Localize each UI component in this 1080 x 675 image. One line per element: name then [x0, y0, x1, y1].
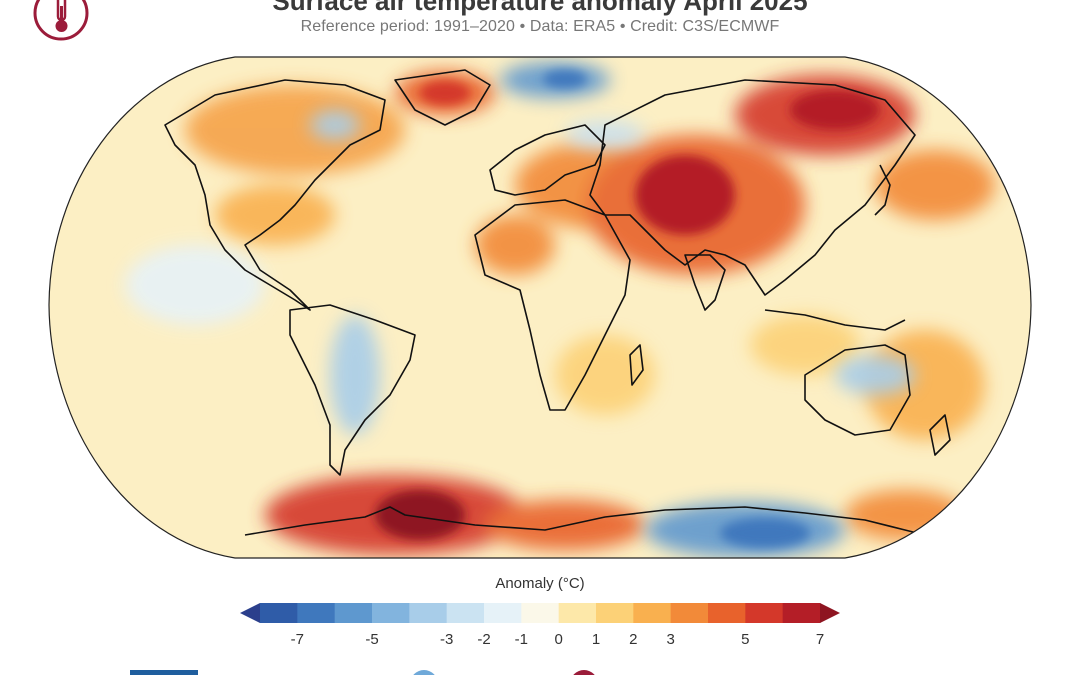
colorbar-tick-label: -2 [477, 631, 491, 648]
colorbar-swatch [558, 603, 597, 623]
antarctica-coast [244, 506, 946, 541]
colorbar-tick-label: 5 [741, 631, 750, 648]
colorbar-tick-label: -1 [514, 631, 528, 648]
colorbar-swatch [484, 603, 522, 623]
colorbar-tick-label: 0 [554, 631, 563, 648]
australia-coast [804, 344, 911, 436]
madagascar-coast [629, 344, 644, 386]
footer-bar [130, 670, 198, 675]
thermometer-icon [55, 0, 68, 32]
colorbar-tick-label: 7 [815, 631, 825, 648]
japan-coast [874, 164, 891, 216]
colorbar-swatch [782, 603, 821, 623]
colorbar-swatch [446, 603, 485, 623]
colorbar-title: Anomaly (°C) [495, 575, 585, 592]
colorbar-tick-label: 2 [629, 631, 638, 648]
colorbar-tick-label: 1 [591, 631, 601, 648]
colorbar-tick-label: -5 [365, 631, 379, 648]
colorbar-swatch [708, 603, 746, 623]
indonesia-coast [764, 309, 906, 331]
page-subtitle: Reference period: 1991–2020 • Data: ERA5… [300, 18, 780, 35]
anomaly-field [49, 57, 1031, 558]
colorbar-tick-label: -3 [439, 631, 454, 648]
colorbar-swatch [297, 603, 336, 623]
europe-coast [489, 124, 606, 196]
page-title: Surface air temperature anomaly April 20… [272, 0, 808, 16]
north-america-coast [164, 79, 386, 311]
colorbar-tick-label: 3 [666, 631, 675, 648]
new-zealand-coast [929, 414, 951, 456]
hot-anomalies [375, 81, 880, 540]
anomaly-map [45, 55, 1035, 560]
colorbar-tick-label: -7 [290, 631, 304, 648]
copernicus-logo [30, 0, 92, 44]
greenland-coast [394, 69, 491, 126]
asia-coast [589, 79, 916, 296]
colorbar-swatch [633, 603, 672, 623]
globe-outline [48, 56, 1032, 559]
logo-ring-icon [33, 0, 89, 41]
footer-logo-left-icon [410, 670, 438, 675]
colorbar-swatch [670, 603, 709, 623]
colorbar-arrow-max [820, 603, 840, 623]
colorbar-swatch [372, 603, 410, 623]
colorbar-swatch [334, 603, 373, 623]
colorbar-swatch [521, 603, 560, 623]
colorbar-swatch [409, 603, 448, 623]
cold-anomalies [543, 70, 810, 548]
colorbar-swatch [596, 603, 634, 623]
colorbar-arrow-min [240, 603, 260, 623]
africa-coast [474, 199, 631, 411]
colorbar-swatch [260, 603, 298, 623]
coastlines [164, 69, 951, 541]
colorbar [240, 603, 840, 623]
colorbar-swatch [745, 603, 784, 623]
footer-logo-right-icon [570, 670, 598, 675]
india-coast [684, 254, 726, 311]
south-america-coast [289, 304, 416, 476]
